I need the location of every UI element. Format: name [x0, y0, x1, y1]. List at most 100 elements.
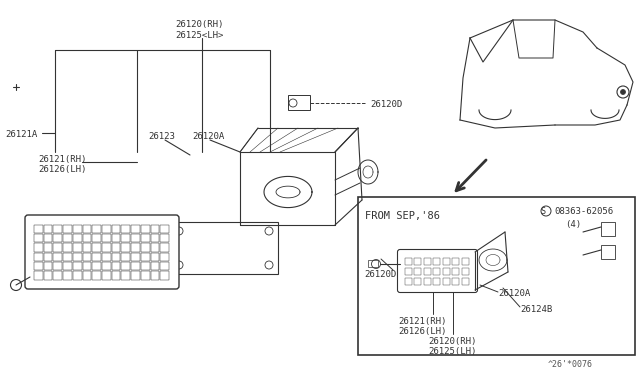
Bar [452, 267, 460, 275]
Bar [160, 271, 169, 279]
Text: 26120D: 26120D [364, 270, 396, 279]
Text: 26124B: 26124B [520, 305, 552, 314]
Bar [102, 271, 111, 279]
Bar [122, 243, 130, 251]
Bar [92, 253, 101, 261]
Bar [358, 197, 635, 355]
Bar [131, 234, 140, 242]
Bar [112, 243, 120, 251]
Bar [102, 262, 111, 270]
Bar [601, 222, 615, 236]
Text: S: S [541, 207, 545, 216]
Bar [53, 243, 62, 251]
Bar [452, 278, 460, 285]
Bar [102, 234, 111, 242]
Bar [34, 262, 43, 270]
Text: ^26'*0076: ^26'*0076 [548, 360, 593, 369]
Bar [141, 224, 150, 233]
Bar [44, 253, 52, 261]
Text: 26120A: 26120A [498, 289, 531, 298]
Bar [63, 234, 72, 242]
Bar [83, 243, 92, 251]
Bar [424, 267, 431, 275]
Circle shape [621, 90, 625, 94]
Text: 26120(RH): 26120(RH) [429, 337, 477, 346]
Bar [44, 271, 52, 279]
Text: 26121(RH): 26121(RH) [398, 317, 446, 326]
Bar [53, 262, 62, 270]
Bar [63, 243, 72, 251]
Bar [462, 267, 469, 275]
Bar [141, 253, 150, 261]
Bar [73, 234, 81, 242]
Bar [73, 224, 81, 233]
Text: 26121(RH): 26121(RH) [38, 155, 86, 164]
Bar [131, 224, 140, 233]
Bar [73, 262, 81, 270]
Text: 08363-62056: 08363-62056 [554, 207, 613, 216]
Bar [112, 234, 120, 242]
Text: 26121A: 26121A [5, 130, 37, 139]
Bar [34, 271, 43, 279]
Bar [601, 245, 615, 259]
Text: 26123: 26123 [148, 132, 175, 141]
Bar [34, 234, 43, 242]
Bar [368, 260, 378, 267]
Bar [452, 257, 460, 265]
Bar [150, 224, 159, 233]
Bar [150, 253, 159, 261]
Bar [160, 243, 169, 251]
Bar [112, 224, 120, 233]
Text: 26126(LH): 26126(LH) [38, 165, 86, 174]
Text: FROM SEP,'86: FROM SEP,'86 [365, 211, 440, 221]
Bar [415, 267, 422, 275]
Bar [122, 253, 130, 261]
Bar [415, 278, 422, 285]
Bar [83, 234, 92, 242]
Text: 26125(LH): 26125(LH) [429, 347, 477, 356]
Text: 26120A: 26120A [192, 132, 224, 141]
Bar [44, 224, 52, 233]
Bar [131, 253, 140, 261]
Bar [405, 278, 412, 285]
Bar [112, 271, 120, 279]
Bar [288, 95, 310, 110]
Bar [83, 253, 92, 261]
Bar [433, 267, 440, 275]
Bar [150, 262, 159, 270]
Bar [141, 262, 150, 270]
Bar [92, 271, 101, 279]
Bar [92, 224, 101, 233]
Bar [462, 278, 469, 285]
Bar [150, 234, 159, 242]
Bar [53, 234, 62, 242]
Bar [34, 253, 43, 261]
Bar [73, 253, 81, 261]
Bar [415, 257, 422, 265]
Bar [170, 222, 278, 274]
Bar [53, 253, 62, 261]
Bar [92, 243, 101, 251]
Bar [102, 243, 111, 251]
Bar [443, 278, 450, 285]
Bar [44, 262, 52, 270]
Bar [63, 224, 72, 233]
Text: 26120D: 26120D [370, 100, 403, 109]
Bar [160, 234, 169, 242]
Bar [73, 243, 81, 251]
Bar [131, 243, 140, 251]
Bar [160, 253, 169, 261]
Bar [83, 224, 92, 233]
Bar [34, 243, 43, 251]
Bar [424, 257, 431, 265]
Bar [102, 253, 111, 261]
Bar [424, 278, 431, 285]
Bar [131, 262, 140, 270]
Bar [44, 234, 52, 242]
Bar [112, 262, 120, 270]
Bar [433, 257, 440, 265]
Text: (4): (4) [565, 220, 581, 229]
Bar [160, 224, 169, 233]
FancyBboxPatch shape [25, 215, 179, 289]
Bar [63, 262, 72, 270]
